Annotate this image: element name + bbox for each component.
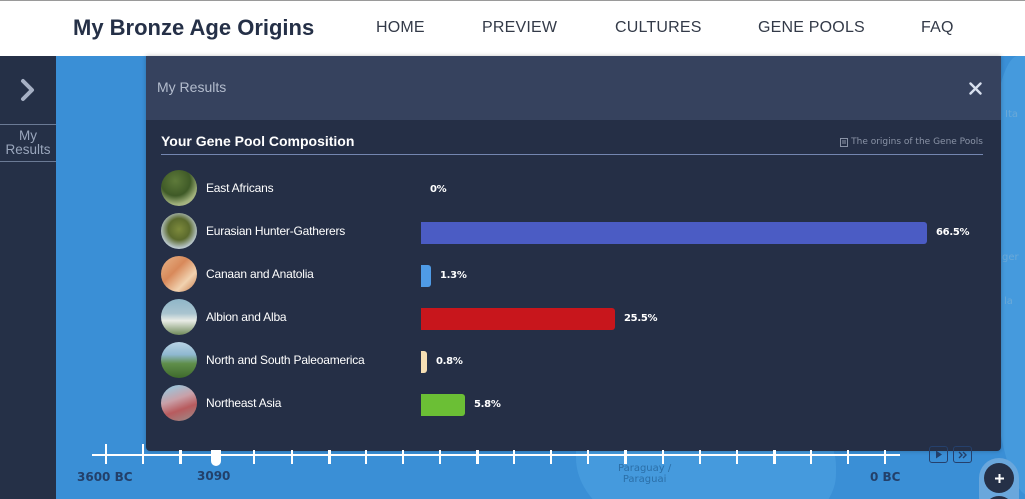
nav-item-preview[interactable]: PREVIEW [482,19,558,36]
gene-pool-thumbnail [161,256,197,292]
brand-title[interactable]: My Bronze Age Origins [73,15,315,40]
gene-pool-row[interactable]: Albion and Alba 25.5% [146,295,1001,335]
top-nav-bar: My Bronze Age Origins HOME PREVIEW CULTURE… [0,0,1025,56]
sidebar-tab-my-results[interactable]: My Results [0,124,56,162]
zoom-in-button[interactable] [984,463,1014,493]
play-button[interactable] [929,446,948,463]
gene-pool-label: Albion and Alba [206,310,287,324]
nav-item-cultures[interactable]: CULTURES [615,19,702,36]
timeline-tick [364,450,367,464]
timeline-tick [550,450,553,464]
timeline-tick [884,450,887,464]
timeline-tick [327,450,331,464]
chevron-right-icon [21,79,34,101]
section-title: Your Gene Pool Composition [161,133,355,149]
gene-pool-label: North and South Paleoamerica [206,353,365,367]
gene-pool-thumbnail [161,170,197,206]
gene-pool-thumbnail [161,213,197,249]
gene-pool-row[interactable]: East Africans 0% [146,166,1001,206]
gene-pool-label: Northeast Asia [206,396,282,410]
gene-pool-percentage: 1.3% [440,270,467,281]
timeline-tick [513,450,516,464]
gene-pool-row[interactable]: North and South Paleoamerica 0.8% [146,338,1001,378]
section-header: Your Gene Pool Composition The origins o… [161,132,983,155]
map-label-italy: Ita [1005,109,1018,120]
gene-pool-row[interactable]: Northeast Asia 5.8% [146,381,1001,421]
timeline-tick [587,450,590,464]
gene-pool-bar [421,351,427,373]
results-sidebar: My Results [0,56,56,499]
origins-link-label: The origins of the Gene Pools [851,137,983,147]
close-button[interactable] [963,76,987,100]
timeline-handle[interactable] [211,450,221,466]
gene-pool-bar [421,222,927,244]
timeline-tick [809,450,812,464]
gene-pool-thumbnail [161,342,197,378]
map-zoom-controls [979,458,1019,499]
gene-pool-percentage: 25.5% [624,313,658,324]
gene-pool-label: East Africans [206,181,274,195]
gene-pool-row[interactable]: Eurasian Hunter-Gatherers 66.5% [146,209,1001,249]
document-icon [840,137,849,147]
timeline-tick [253,450,256,464]
map-label-paraguay: Paraguay / Paraguai [618,463,671,485]
timeline-start-label: 3600 BC [77,470,133,484]
gene-pool-thumbnail [161,299,197,335]
timeline-tick [401,450,404,464]
gene-pool-row[interactable]: Canaan and Anatolia 1.3% [146,252,1001,292]
timeline: 3600 BC 3090 0 BC [0,440,1025,499]
zoom-out-button[interactable] [984,496,1014,499]
timeline-tick [179,450,183,464]
timeline-tick [772,450,776,464]
nav-item-faq[interactable]: FAQ [921,19,954,36]
timeline-tick [735,450,738,464]
nav-item-home[interactable]: HOME [376,19,425,36]
results-modal: My Results Your Gene Pool Composition Th… [146,56,1001,451]
gene-pool-percentage: 66.5% [936,227,970,238]
timeline-tick [698,450,701,464]
timeline-end-label: 0 BC [870,470,901,484]
gene-pool-bar [421,265,431,287]
sidebar-toggle-button[interactable] [0,56,56,124]
gene-pool-bar [421,394,465,416]
timeline-tick [476,450,479,464]
timeline-tick [105,444,107,464]
timeline-tick [847,450,849,464]
map-label-la: la [1004,296,1013,307]
gene-pool-thumbnail [161,385,197,421]
map-label-line: Paraguay / [618,463,672,474]
modal-header: My Results [146,56,1001,120]
gene-pool-bar [421,308,615,330]
timeline-tick [624,450,628,464]
timeline-tick [142,444,145,464]
fast-forward-button[interactable] [953,446,972,463]
sidebar-tab-label: Results [5,142,51,157]
gene-pool-label: Canaan and Anatolia [206,267,314,281]
fast-forward-icon [958,451,967,458]
origins-link[interactable]: The origins of the Gene Pools [840,137,983,147]
timeline-tick [661,450,664,464]
timeline-tick [290,450,293,464]
gene-pool-percentage: 5.8% [474,399,501,410]
sidebar-tab-label: My [19,128,37,143]
plus-icon [994,473,1004,483]
close-icon [968,81,982,95]
gene-pool-percentage: 0.8% [436,356,463,367]
timeline-track[interactable] [92,454,900,456]
modal-title: My Results [157,79,227,95]
map-label-line: Paraguai [622,474,667,485]
timeline-tick [438,450,441,464]
map-label-niger: ger [1002,252,1019,263]
gene-pool-label: Eurasian Hunter-Gatherers [206,224,346,238]
play-icon [935,450,942,459]
timeline-current-label: 3090 [197,469,231,483]
gene-pool-percentage: 0% [430,184,447,195]
nav-item-gene-pools[interactable]: GENE POOLS [758,19,865,36]
